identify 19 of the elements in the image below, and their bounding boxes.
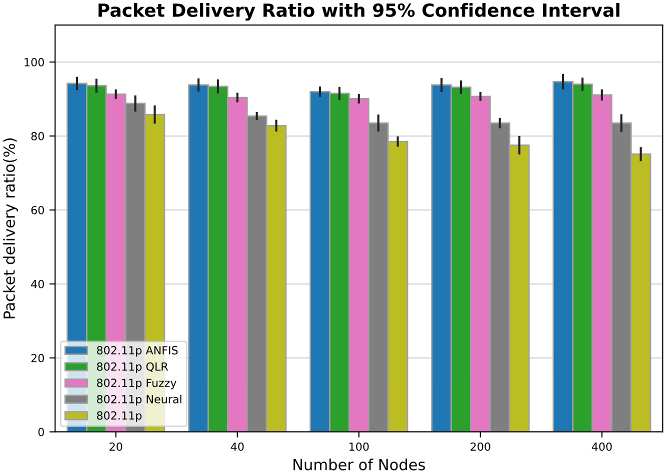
legend-label: 802.11p Fuzzy xyxy=(96,378,176,390)
legend-label: 802.11p xyxy=(96,411,142,422)
y-axis-title: Packet delivery ratio(%) xyxy=(3,138,18,318)
legend-label: 802.11p QLR xyxy=(96,362,168,373)
chart-title: Packet Delivery Ratio with 95% Confidence Interval xyxy=(98,3,620,21)
y-tick-label: 60 xyxy=(31,206,44,214)
legend-label: 802.11p Neural xyxy=(96,394,182,406)
x-tick-label: 20 xyxy=(110,442,122,451)
x-axis-title: Number of Nodes xyxy=(294,458,425,470)
y-tick-label: 40 xyxy=(31,280,44,288)
x-tick-label: 40 xyxy=(230,442,244,451)
x-tick-label: 200 xyxy=(470,442,490,451)
legend-label: 802.11p ANFIS xyxy=(96,346,178,357)
x-tick-label: 400 xyxy=(592,442,612,451)
y-tick-label: 80 xyxy=(31,132,44,140)
y-tick-label: 100 xyxy=(24,58,44,66)
x-tick-label: 100 xyxy=(350,442,369,451)
y-tick-label: 20 xyxy=(31,354,44,362)
y-tick-label: 0 xyxy=(38,428,44,436)
